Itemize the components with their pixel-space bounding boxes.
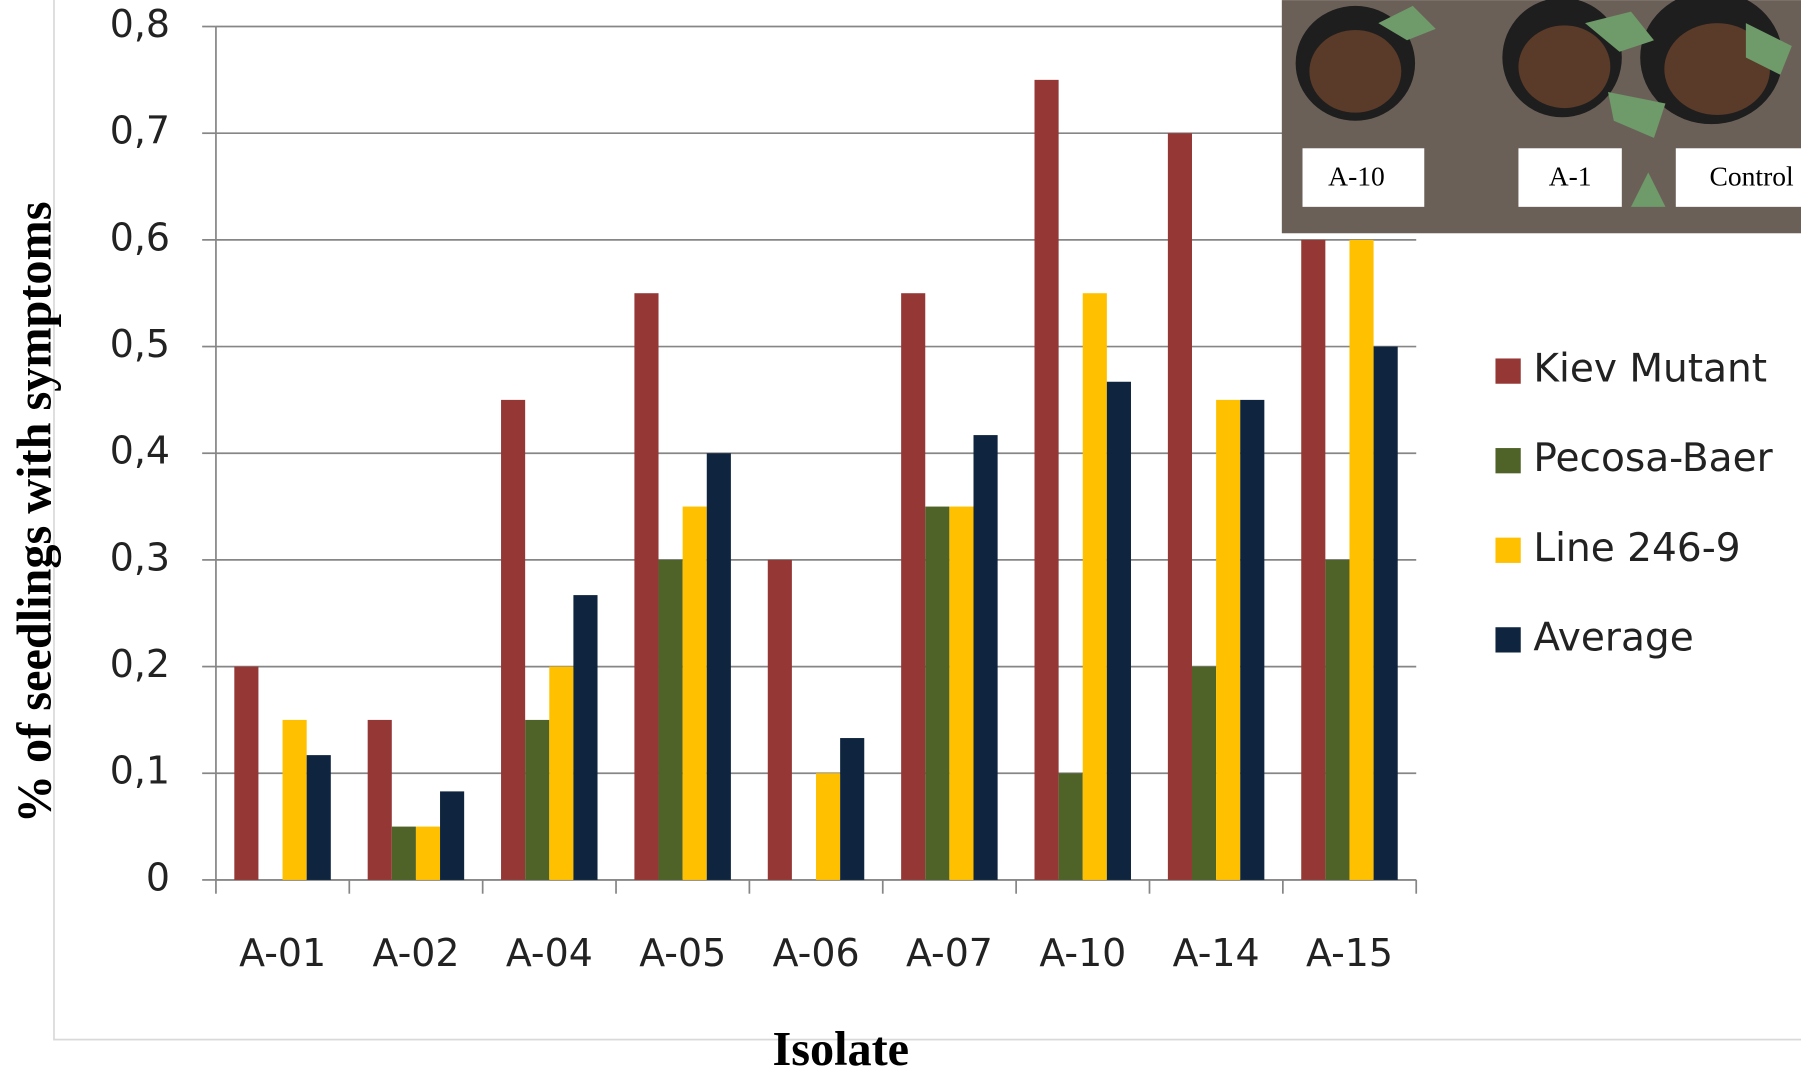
y-tick-label: 0,2 <box>110 642 170 686</box>
bar <box>816 773 840 880</box>
bar <box>707 453 731 880</box>
x-tick-label: A-05 <box>639 931 726 975</box>
inset-label: Control <box>1710 161 1795 192</box>
x-tick-label: A-10 <box>1039 931 1126 975</box>
x-tick-label: A-06 <box>773 931 860 975</box>
x-tick-label: A-01 <box>239 931 326 975</box>
legend-label: Pecosa-Baer <box>1533 436 1773 481</box>
bar <box>1301 240 1325 880</box>
bar <box>1325 560 1349 880</box>
bar <box>1083 293 1107 880</box>
legend-label: Average <box>1533 615 1693 660</box>
bar <box>573 595 597 880</box>
bar <box>840 738 864 880</box>
bar <box>949 507 973 880</box>
bar <box>659 560 683 880</box>
bar <box>1240 400 1264 880</box>
bar <box>1216 400 1240 880</box>
x-axis-title: Isolate <box>772 1023 909 1073</box>
y-tick-label: 0,7 <box>110 109 170 153</box>
bar <box>683 507 707 880</box>
y-tick-label: 0,8 <box>110 2 170 46</box>
bar <box>634 293 658 880</box>
legend-label: Line 246-9 <box>1533 526 1740 571</box>
inset-photo: A-10 A-1 Control <box>1282 0 1801 233</box>
bar <box>1349 240 1373 880</box>
bar <box>392 827 416 880</box>
bar <box>901 293 925 880</box>
legend-swatch <box>1495 627 1520 652</box>
bar <box>1035 80 1059 880</box>
bar <box>525 720 549 880</box>
inset-label: A-1 <box>1549 161 1592 192</box>
x-tick-label: A-02 <box>372 931 459 975</box>
bar <box>549 667 573 880</box>
y-tick-label: 0,3 <box>110 535 170 579</box>
x-tick-label: A-15 <box>1306 931 1393 975</box>
bar <box>440 791 464 880</box>
bar <box>234 667 258 880</box>
bar <box>1168 133 1192 880</box>
bar <box>925 507 949 880</box>
bar <box>283 720 307 880</box>
bar <box>1192 667 1216 880</box>
legend-label: Kiev Mutant <box>1533 347 1767 392</box>
bar <box>1107 382 1131 880</box>
x-tick-label: A-07 <box>906 931 993 975</box>
y-tick-label: 0,6 <box>110 215 170 259</box>
x-tick-label: A-04 <box>506 931 593 975</box>
bar <box>416 827 440 880</box>
y-tick-label: 0 <box>146 855 170 899</box>
bar <box>501 400 525 880</box>
x-tick-label: A-14 <box>1173 931 1260 975</box>
page: {"chart_data": {"type": "bar", "x_label"… <box>0 0 1801 1073</box>
y-axis-title: % of seedlings with symptoms <box>9 202 62 824</box>
bar <box>368 720 392 880</box>
legend-swatch <box>1495 448 1520 473</box>
bar <box>307 755 331 880</box>
legend-swatch <box>1495 358 1520 383</box>
y-tick-label: 0,1 <box>110 749 170 793</box>
y-tick-label: 0,4 <box>110 429 170 473</box>
bar <box>973 435 997 880</box>
y-tick-label: 0,5 <box>110 322 170 366</box>
chart: Isolate % of seedlings with symptoms 0 0,… <box>0 0 1801 1073</box>
inset-label: A-10 <box>1328 161 1385 192</box>
bar <box>1059 773 1083 880</box>
bar <box>768 560 792 880</box>
legend-swatch <box>1495 538 1520 563</box>
bar <box>1374 347 1398 880</box>
